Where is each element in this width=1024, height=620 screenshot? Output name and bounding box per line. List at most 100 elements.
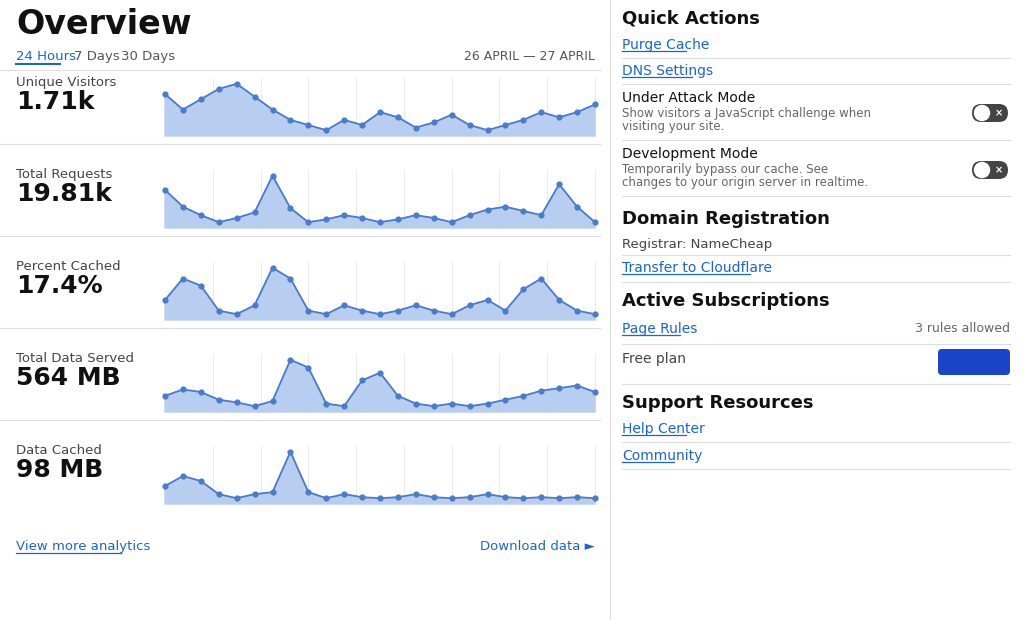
Point: [587, 494, 603, 503]
Point: [390, 215, 407, 224]
Point: [515, 115, 531, 125]
Point: [264, 263, 281, 273]
Point: [569, 381, 586, 391]
Point: [479, 205, 496, 215]
Point: [283, 273, 299, 283]
Text: 98 MB: 98 MB: [16, 458, 103, 482]
Point: [264, 105, 281, 115]
Point: [157, 391, 173, 401]
Point: [390, 112, 407, 122]
Text: Quick Actions: Quick Actions: [622, 10, 760, 28]
Polygon shape: [165, 360, 595, 412]
Point: [587, 309, 603, 319]
Point: [408, 123, 424, 133]
Text: Data Cached: Data Cached: [16, 444, 101, 457]
Point: [264, 487, 281, 497]
Text: Total Data Served: Total Data Served: [16, 352, 134, 365]
Point: [534, 273, 550, 283]
Point: [247, 401, 263, 411]
Point: [211, 489, 227, 499]
Point: [426, 118, 442, 128]
Point: [551, 179, 567, 189]
Point: [569, 107, 586, 117]
Point: [462, 300, 478, 310]
Point: [228, 213, 245, 223]
Text: 3 rules allowed: 3 rules allowed: [915, 322, 1010, 335]
Text: 7 Days: 7 Days: [74, 50, 120, 63]
Point: [390, 492, 407, 502]
Point: [283, 115, 299, 125]
Text: Download data ►: Download data ►: [480, 540, 595, 553]
Text: 17.4%: 17.4%: [16, 274, 102, 298]
Point: [372, 217, 388, 227]
Point: [515, 391, 531, 401]
Circle shape: [975, 105, 989, 120]
Text: Show visitors a JavaScript challenge when: Show visitors a JavaScript challenge whe…: [622, 107, 871, 120]
Point: [211, 395, 227, 405]
Point: [443, 217, 460, 227]
Point: [336, 300, 352, 310]
Text: Support Resources: Support Resources: [622, 394, 813, 412]
Point: [193, 476, 209, 486]
Point: [175, 384, 191, 394]
Text: 30 Days: 30 Days: [121, 50, 175, 63]
Point: [318, 309, 335, 319]
Point: [283, 447, 299, 457]
Text: 1.71k: 1.71k: [16, 90, 94, 114]
Text: 19.81k: 19.81k: [16, 182, 112, 206]
Point: [534, 386, 550, 396]
Text: Domain Registration: Domain Registration: [622, 210, 829, 228]
FancyBboxPatch shape: [938, 349, 1010, 375]
Point: [390, 306, 407, 316]
Point: [479, 489, 496, 499]
FancyBboxPatch shape: [972, 161, 1008, 179]
Point: [443, 494, 460, 503]
Point: [408, 489, 424, 499]
Point: [318, 494, 335, 503]
Point: [443, 399, 460, 409]
Point: [247, 489, 263, 499]
Point: [300, 306, 316, 316]
Point: [193, 281, 209, 291]
Point: [462, 401, 478, 411]
Point: [372, 494, 388, 503]
Point: [426, 306, 442, 316]
Point: [408, 399, 424, 409]
Point: [515, 284, 531, 294]
Point: [426, 492, 442, 502]
Point: [211, 84, 227, 94]
Point: [175, 471, 191, 481]
Point: [569, 202, 586, 211]
Text: 26 APRIL — 27 APRIL: 26 APRIL — 27 APRIL: [464, 50, 595, 63]
Text: Community: Community: [622, 449, 702, 463]
Point: [479, 399, 496, 409]
FancyBboxPatch shape: [972, 104, 1008, 122]
Point: [534, 492, 550, 502]
Point: [462, 492, 478, 502]
Polygon shape: [165, 452, 595, 504]
Text: Total Requests: Total Requests: [16, 168, 113, 181]
Point: [336, 210, 352, 220]
Text: ×: ×: [995, 165, 1004, 175]
Point: [211, 217, 227, 227]
Text: Purge Cache: Purge Cache: [622, 38, 710, 52]
Point: [587, 217, 603, 227]
Text: Help Center: Help Center: [622, 422, 705, 436]
Point: [318, 399, 335, 409]
Point: [300, 487, 316, 497]
Point: [300, 217, 316, 227]
Point: [534, 210, 550, 220]
Point: [300, 363, 316, 373]
Text: ×: ×: [995, 108, 1004, 118]
Polygon shape: [165, 176, 595, 228]
Text: 24 Hours: 24 Hours: [16, 50, 76, 63]
Text: Development Mode: Development Mode: [622, 147, 758, 161]
Point: [426, 401, 442, 411]
Point: [479, 125, 496, 135]
Text: Overview: Overview: [16, 8, 191, 41]
Point: [247, 208, 263, 218]
Text: Transfer to Cloudflare: Transfer to Cloudflare: [622, 261, 772, 275]
Point: [264, 171, 281, 181]
Text: Change: Change: [947, 354, 1000, 367]
Text: View more analytics: View more analytics: [16, 540, 151, 553]
